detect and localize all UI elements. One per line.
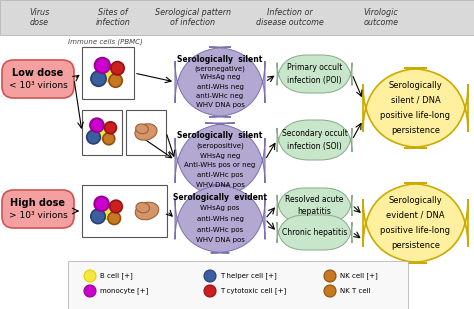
Ellipse shape [135,124,157,140]
Text: WHV DNA pos: WHV DNA pos [196,102,245,108]
Circle shape [103,133,115,145]
Circle shape [90,118,104,132]
Circle shape [94,197,109,211]
Circle shape [105,122,117,134]
Text: monocyte [+]: monocyte [+] [100,288,148,294]
Text: anti-WHc pos: anti-WHc pos [197,226,243,232]
Bar [126,110,166,155]
FancyBboxPatch shape [2,190,74,228]
Circle shape [324,270,336,282]
FancyBboxPatch shape [277,55,352,93]
Text: Serologically  silent: Serologically silent [177,55,263,64]
Text: (seronegative): (seronegative) [194,65,246,71]
Text: WHsAg neg: WHsAg neg [200,74,240,80]
Text: NK cell [+]: NK cell [+] [340,273,378,279]
Text: < 10³ virions: < 10³ virions [9,81,67,90]
Text: positive life-long: positive life-long [381,226,450,235]
Text: (seropositive): (seropositive) [196,142,244,149]
Circle shape [109,74,122,87]
FancyBboxPatch shape [363,68,468,148]
Circle shape [84,285,96,297]
Circle shape [109,200,122,213]
Text: Chronic hepatitis: Chronic hepatitis [282,228,347,237]
Circle shape [204,270,216,282]
Text: infection (SOI): infection (SOI) [287,142,342,151]
Text: T cytotoxic cell [+]: T cytotoxic cell [+] [220,288,286,294]
Ellipse shape [135,202,159,220]
Text: Sites of
infection: Sites of infection [96,8,130,27]
Text: Serologically  evident: Serologically evident [173,193,267,202]
Bar [82,185,167,237]
Text: Infection or
disease outcome: Infection or disease outcome [256,8,324,27]
Text: > 10³ virions: > 10³ virions [9,211,67,220]
Text: persistence: persistence [391,126,440,135]
Text: silent / DNA: silent / DNA [391,96,440,105]
Text: High dose: High dose [10,197,65,208]
Text: anti-WHs neg: anti-WHs neg [197,83,244,90]
FancyBboxPatch shape [68,261,408,309]
FancyBboxPatch shape [2,60,74,98]
FancyBboxPatch shape [277,120,352,160]
FancyBboxPatch shape [0,0,474,35]
Text: WHV DNA pos: WHV DNA pos [196,182,245,188]
Circle shape [87,130,100,144]
Text: Immune cells (PBMC): Immune cells (PBMC) [68,39,142,45]
Circle shape [94,124,109,140]
Text: persistence: persistence [391,241,440,250]
Text: WHsAg pos: WHsAg pos [201,205,240,211]
Text: positive life-long: positive life-long [381,111,450,120]
FancyBboxPatch shape [277,215,352,250]
FancyBboxPatch shape [277,188,352,223]
Text: WHV DNA pos: WHV DNA pos [196,237,245,243]
Bar [82,47,134,99]
Circle shape [99,203,115,219]
Text: Serologically: Serologically [389,196,442,205]
Text: Low dose: Low dose [12,68,64,78]
Circle shape [84,270,96,282]
Text: NK T cell: NK T cell [340,288,371,294]
Bar [82,110,122,155]
Text: Primary occult: Primary occult [287,63,342,72]
Circle shape [108,212,120,225]
Ellipse shape [136,202,149,213]
Text: evident / DNA: evident / DNA [386,211,445,220]
Text: B cell [+]: B cell [+] [100,273,133,279]
Text: anti-WHc neg: anti-WHc neg [196,93,244,99]
FancyBboxPatch shape [175,47,265,117]
Text: hepatitis: hepatitis [298,207,331,216]
Text: Resolved acute: Resolved acute [285,195,344,204]
Circle shape [204,285,216,297]
Circle shape [91,71,106,86]
Circle shape [111,61,124,75]
Text: Serologically: Serologically [389,81,442,90]
Text: Serologically  silent: Serologically silent [177,132,263,141]
Text: infection (POI): infection (POI) [287,76,342,85]
Text: Virus
dose: Virus dose [29,8,49,27]
Circle shape [95,58,110,73]
Text: Serological pattern
of infection: Serological pattern of infection [155,8,231,27]
Text: anti-WHc pos: anti-WHc pos [197,172,243,178]
Text: Anti-WHs pos or neg: Anti-WHs pos or neg [184,163,255,168]
FancyBboxPatch shape [175,123,265,198]
FancyBboxPatch shape [363,183,468,263]
Text: Secondary occult: Secondary occult [282,129,347,138]
Circle shape [324,285,336,297]
Text: Virologic
outcome: Virologic outcome [364,8,399,27]
Circle shape [91,209,105,224]
FancyBboxPatch shape [175,185,265,253]
Text: WHsAg neg: WHsAg neg [200,153,240,159]
Text: anti-WHs neg: anti-WHs neg [197,216,244,222]
Circle shape [100,65,117,82]
Text: T helper cell [+]: T helper cell [+] [220,273,277,279]
Ellipse shape [136,124,148,134]
